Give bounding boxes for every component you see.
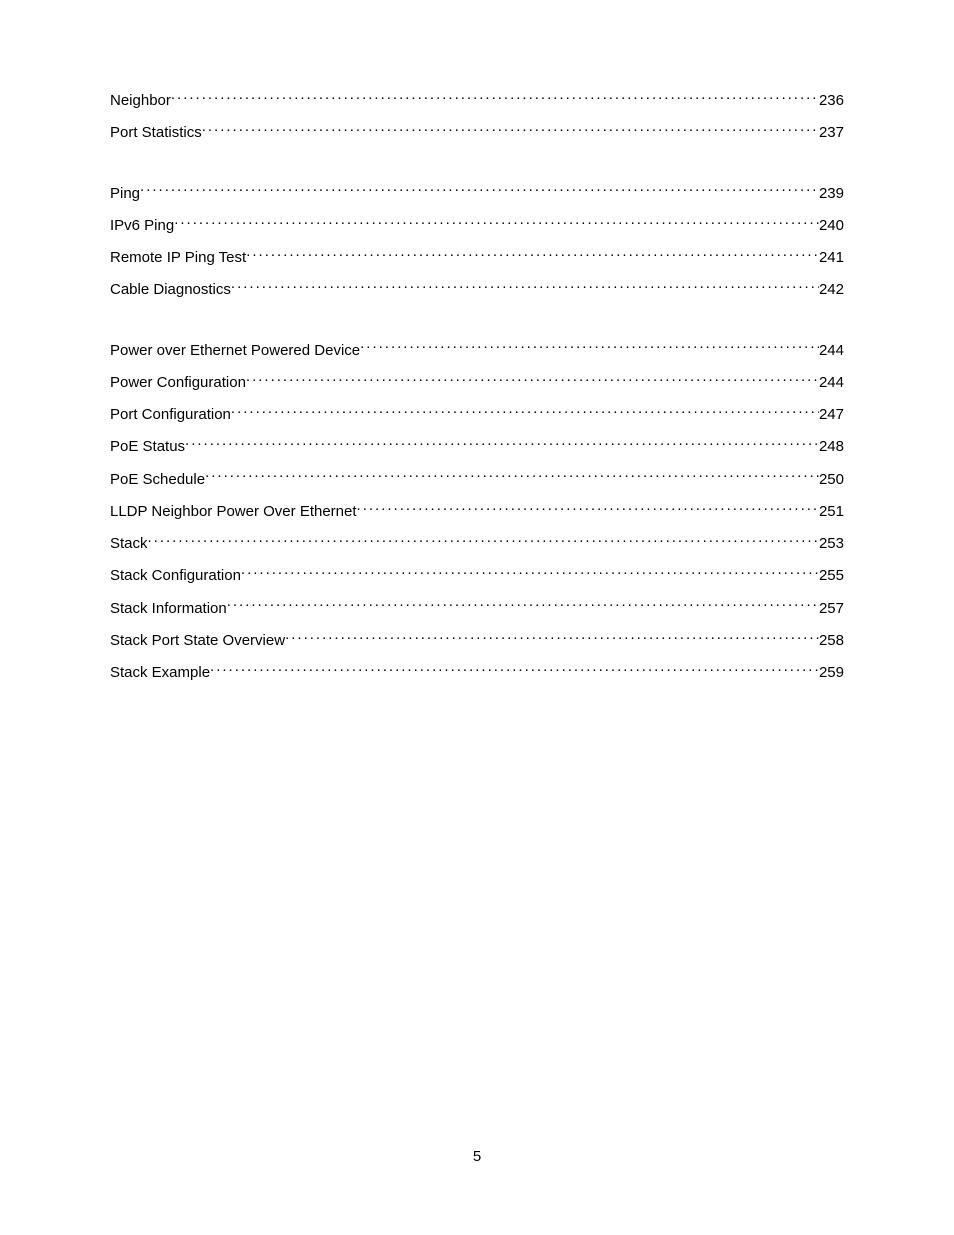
toc-entry-title: Stack Configuration — [110, 566, 241, 586]
toc-entry-title: Ping — [110, 184, 140, 204]
toc-entry-title: Port Statistics — [110, 123, 202, 143]
toc-entry: LLDP Neighbor Power Over Ethernet 251 — [110, 501, 844, 522]
toc-entry-page: 247 — [819, 405, 844, 425]
toc-leader-dots — [360, 340, 819, 355]
toc-entry-page: 253 — [819, 534, 844, 554]
toc-entry-title: PoE Status — [110, 437, 185, 457]
toc-leader-dots — [171, 90, 819, 105]
toc-entry: Stack Information 257 — [110, 598, 844, 619]
toc-entry-page: 239 — [819, 184, 844, 204]
toc-entry-title: Power over Ethernet Powered Device — [110, 341, 360, 361]
toc-leader-dots — [231, 279, 819, 294]
toc-entry: Port Statistics 237 — [110, 122, 844, 143]
toc-leader-dots — [185, 436, 819, 451]
toc-entry: Stack Example 259 — [110, 662, 844, 683]
toc-leader-dots — [148, 533, 819, 548]
toc-entry-title: Power Configuration — [110, 373, 246, 393]
toc-leader-dots — [205, 469, 819, 484]
toc-entry-page: 259 — [819, 663, 844, 683]
toc-entry-title: Stack Example — [110, 663, 210, 683]
toc-entry-page: 240 — [819, 216, 844, 236]
toc-leader-dots — [174, 215, 819, 230]
toc-leader-dots — [285, 630, 819, 645]
toc-entry: Port Configuration 247 — [110, 404, 844, 425]
toc-leader-dots — [357, 501, 819, 516]
toc-entry-title: Cable Diagnostics — [110, 280, 231, 300]
toc-entry-title: IPv6 Ping — [110, 216, 174, 236]
toc-entry: PoE Schedule 250 — [110, 469, 844, 490]
section-gap — [110, 155, 844, 183]
toc-entry-page: 250 — [819, 470, 844, 490]
toc-entry: Remote IP Ping Test 241 — [110, 247, 844, 268]
toc-entry-page: 242 — [819, 280, 844, 300]
toc-entry-page: 257 — [819, 599, 844, 619]
toc-leader-dots — [246, 247, 819, 262]
toc-entry: IPv6 Ping 240 — [110, 215, 844, 236]
toc-leader-dots — [210, 662, 819, 677]
toc-entry-page: 236 — [819, 91, 844, 111]
toc-entry-page: 258 — [819, 631, 844, 651]
toc-leader-dots — [246, 372, 819, 387]
toc-entry: Stack Port State Overview 258 — [110, 630, 844, 651]
toc-leader-dots — [231, 404, 819, 419]
toc-entry-title: Remote IP Ping Test — [110, 248, 246, 268]
toc-entry-page: 248 — [819, 437, 844, 457]
toc-leader-dots — [202, 122, 819, 137]
toc-entry: PoE Status 248 — [110, 436, 844, 457]
toc-entry-title: LLDP Neighbor Power Over Ethernet — [110, 502, 357, 522]
toc-entry-page: 244 — [819, 373, 844, 393]
toc-entry: Stack Configuration 255 — [110, 565, 844, 586]
toc-entry-page: 244 — [819, 341, 844, 361]
toc-leader-dots — [227, 598, 819, 613]
table-of-contents: Neighbor 236 Port Statistics 237 Ping 239 I… — [110, 90, 844, 683]
toc-entry-title: Stack — [110, 534, 148, 554]
page-number: 5 — [0, 1148, 954, 1165]
section-gap — [110, 312, 844, 340]
toc-entry: Cable Diagnostics 242 — [110, 279, 844, 300]
toc-entry-page: 251 — [819, 502, 844, 522]
page-container: Neighbor 236 Port Statistics 237 Ping 239 I… — [0, 0, 954, 1235]
toc-entry-page: 241 — [819, 248, 844, 268]
toc-entry: Power over Ethernet Powered Device 244 — [110, 340, 844, 361]
toc-entry-page: 237 — [819, 123, 844, 143]
toc-entry: Stack 253 — [110, 533, 844, 554]
toc-entry-title: PoE Schedule — [110, 470, 205, 490]
toc-entry-title: Stack Port State Overview — [110, 631, 285, 651]
toc-entry-title: Port Configuration — [110, 405, 231, 425]
toc-entry: Neighbor 236 — [110, 90, 844, 111]
toc-entry-page: 255 — [819, 566, 844, 586]
toc-leader-dots — [241, 565, 819, 580]
toc-entry-title: Stack Information — [110, 599, 227, 619]
toc-entry: Ping 239 — [110, 183, 844, 204]
toc-leader-dots — [140, 183, 819, 198]
toc-entry: Power Configuration 244 — [110, 372, 844, 393]
toc-entry-title: Neighbor — [110, 91, 171, 111]
